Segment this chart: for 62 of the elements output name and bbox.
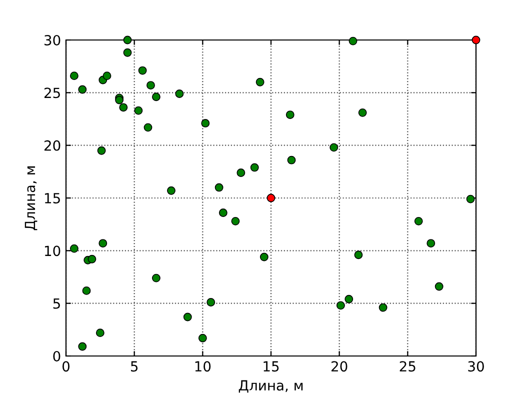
point	[358, 108, 367, 117]
point	[260, 252, 268, 262]
point	[266, 194, 276, 202]
point	[70, 72, 78, 80]
y-tick-label: 10	[44, 246, 60, 256]
point	[218, 208, 228, 217]
point	[88, 254, 96, 264]
point	[78, 85, 87, 94]
point	[287, 156, 296, 164]
y-tick-label: 20	[44, 140, 60, 151]
x-tick-label: 10	[195, 361, 211, 372]
x-tick-label: 25	[400, 361, 416, 372]
point	[175, 89, 184, 98]
point	[378, 303, 388, 312]
x-axis-title: Длина, м	[238, 380, 303, 393]
point	[354, 250, 363, 260]
point	[214, 183, 224, 192]
y-tick-label: 15	[44, 193, 60, 204]
point	[102, 72, 112, 80]
point	[183, 312, 192, 322]
point	[286, 110, 294, 120]
point	[70, 244, 78, 253]
point	[123, 48, 132, 57]
x-tick-label: 15	[264, 361, 279, 372]
point	[98, 239, 108, 248]
point	[144, 123, 152, 132]
point	[434, 282, 444, 291]
point	[134, 106, 143, 115]
y-tick-label: 30	[44, 34, 60, 46]
point	[250, 163, 259, 172]
point	[336, 301, 345, 310]
point	[426, 239, 436, 248]
point	[344, 294, 354, 304]
point	[82, 286, 91, 295]
point	[167, 186, 176, 195]
point	[78, 342, 87, 351]
point	[466, 194, 475, 204]
point	[146, 81, 155, 90]
point	[138, 66, 147, 75]
x-tick-label: 5	[130, 361, 138, 372]
x-tick-label: 0	[62, 361, 70, 372]
point	[123, 36, 132, 44]
point	[96, 328, 104, 338]
y-tick-label: 0	[53, 350, 60, 362]
x-tick-label: 30	[468, 361, 484, 372]
point	[236, 168, 246, 177]
point	[330, 143, 338, 152]
point	[256, 78, 264, 86]
point	[206, 298, 216, 307]
y-axis-title: Длина, м	[24, 166, 38, 230]
point	[198, 334, 207, 342]
x-tick-label: 20	[332, 361, 348, 372]
point	[152, 92, 160, 102]
y-tick-label: 25	[44, 88, 60, 98]
point	[152, 274, 160, 282]
point	[231, 216, 240, 226]
point	[414, 216, 423, 226]
point	[97, 146, 106, 155]
point	[201, 118, 210, 128]
point	[119, 103, 128, 112]
point	[348, 36, 358, 46]
y-tick-label: 5	[53, 298, 60, 309]
